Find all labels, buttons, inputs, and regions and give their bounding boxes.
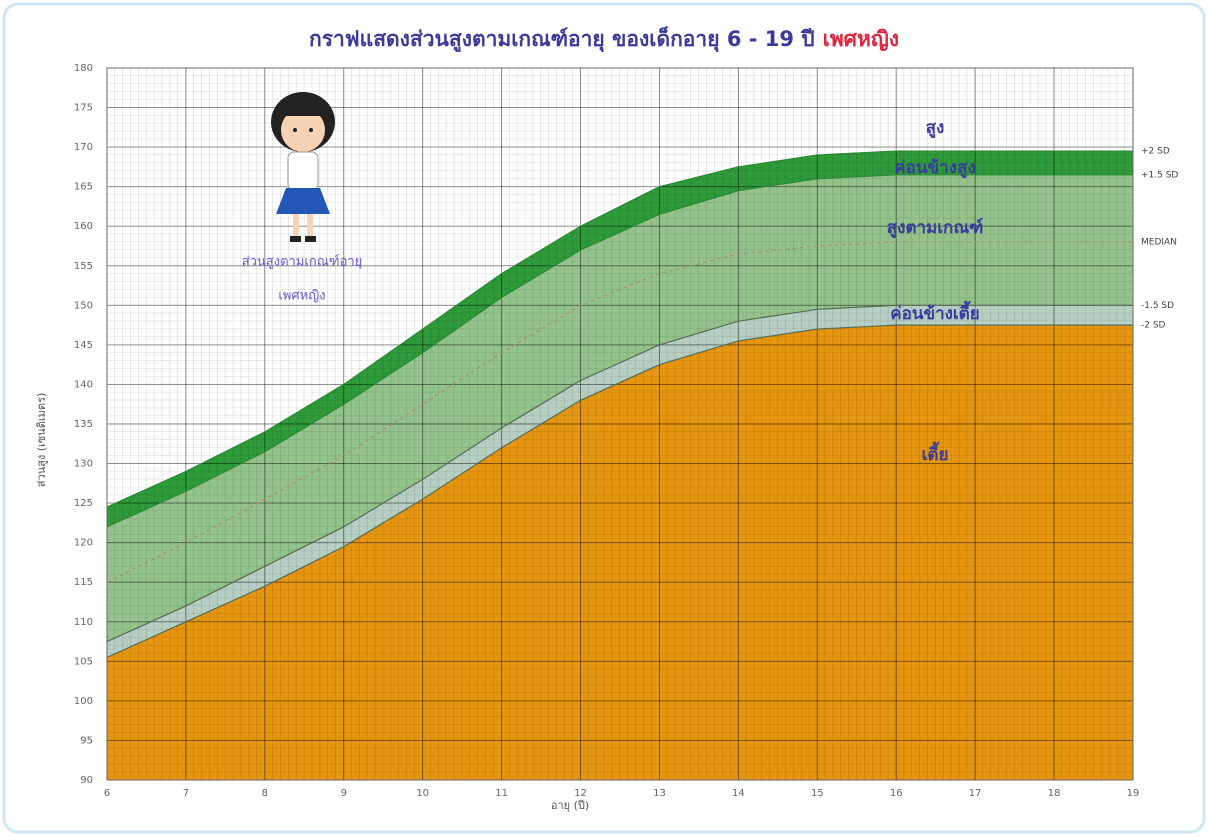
series-label: -2 SD (1141, 321, 1166, 331)
zone-label: ค่อนข้างสูง (894, 158, 975, 179)
y-tick-label: 175 (74, 103, 93, 114)
plot-area: สูงค่อนข้างสูงสูงตามเกณฑ์ค่อนข้างเตี้ยเต… (106, 67, 1134, 781)
y-tick-label: 170 (74, 142, 93, 153)
x-tick-label: 9 (341, 788, 347, 799)
x-tick-label: 16 (890, 788, 903, 799)
x-tick-label: 17 (969, 788, 982, 799)
title-highlight: เพศหญิง (823, 27, 899, 52)
y-tick-label: 145 (74, 340, 93, 351)
x-tick-label: 8 (262, 788, 268, 799)
series-line (106, 241, 1133, 583)
y-tick-label: 115 (74, 577, 93, 588)
x-tick-label: 19 (1127, 788, 1140, 799)
x-tick-label: 13 (653, 788, 666, 799)
y-tick-label: 110 (74, 617, 93, 628)
y-tick-label: 180 (74, 63, 93, 74)
caption-line: ส่วนสูงตามเกณฑ์อายุ (242, 254, 363, 270)
x-tick-label: 14 (732, 788, 745, 799)
y-tick-label: 100 (74, 696, 93, 707)
girl-illustration (271, 92, 335, 242)
series-line (106, 174, 1133, 528)
caption-line: เพศหญิง (278, 289, 325, 304)
x-tick-label: 15 (811, 788, 824, 799)
zone-label: เตี้ย (922, 441, 949, 465)
x-tick-label: 12 (574, 788, 587, 799)
y-tick-label: 140 (74, 379, 93, 390)
x-tick-label: 18 (1048, 788, 1061, 799)
series-line (106, 324, 1133, 658)
y-tick-label: 165 (74, 182, 93, 193)
title-main: กราฟแสดงส่วนสูงตามเกณฑ์อายุ ของเด็กอายุ … (309, 25, 815, 53)
x-tick-label: 10 (416, 788, 429, 799)
y-tick-label: 155 (74, 261, 93, 272)
series-line (106, 304, 1133, 643)
x-tick-label: 7 (183, 788, 189, 799)
y-tick-label: 95 (80, 735, 93, 746)
zone-label: ค่อนข้างเตี้ย (890, 300, 979, 324)
y-tick-label: 135 (74, 419, 93, 430)
y-tick-label: 125 (74, 498, 93, 509)
y-tick-label: 90 (80, 775, 93, 786)
y-tick-label: 160 (74, 221, 93, 232)
series-label: MEDIAN (1141, 238, 1177, 248)
plot-border (106, 67, 1134, 781)
y-tick-label: 105 (74, 656, 93, 667)
x-tick-label: 11 (495, 788, 508, 799)
y-tick-label: 120 (74, 538, 93, 549)
series-label: -1.5 SD (1141, 301, 1174, 311)
chart-title: กราฟแสดงส่วนสูงตามเกณฑ์อายุ ของเด็กอายุ … (309, 25, 899, 53)
x-tick-label: 6 (104, 788, 110, 799)
series-label: +1.5 SD (1141, 170, 1178, 180)
y-tick-label: 150 (74, 300, 93, 311)
zone-label: สูงตามเกณฑ์ (887, 217, 983, 239)
x-axis-label: อายุ (ปี) (551, 799, 589, 812)
series-label: +2 SD (1141, 147, 1170, 157)
y-axis-label: ส่วนสูง (เซนติเมตร) (35, 393, 48, 488)
series-line (106, 150, 1133, 508)
zone-label: สูง (926, 118, 945, 139)
y-tick-label: 130 (74, 459, 93, 470)
